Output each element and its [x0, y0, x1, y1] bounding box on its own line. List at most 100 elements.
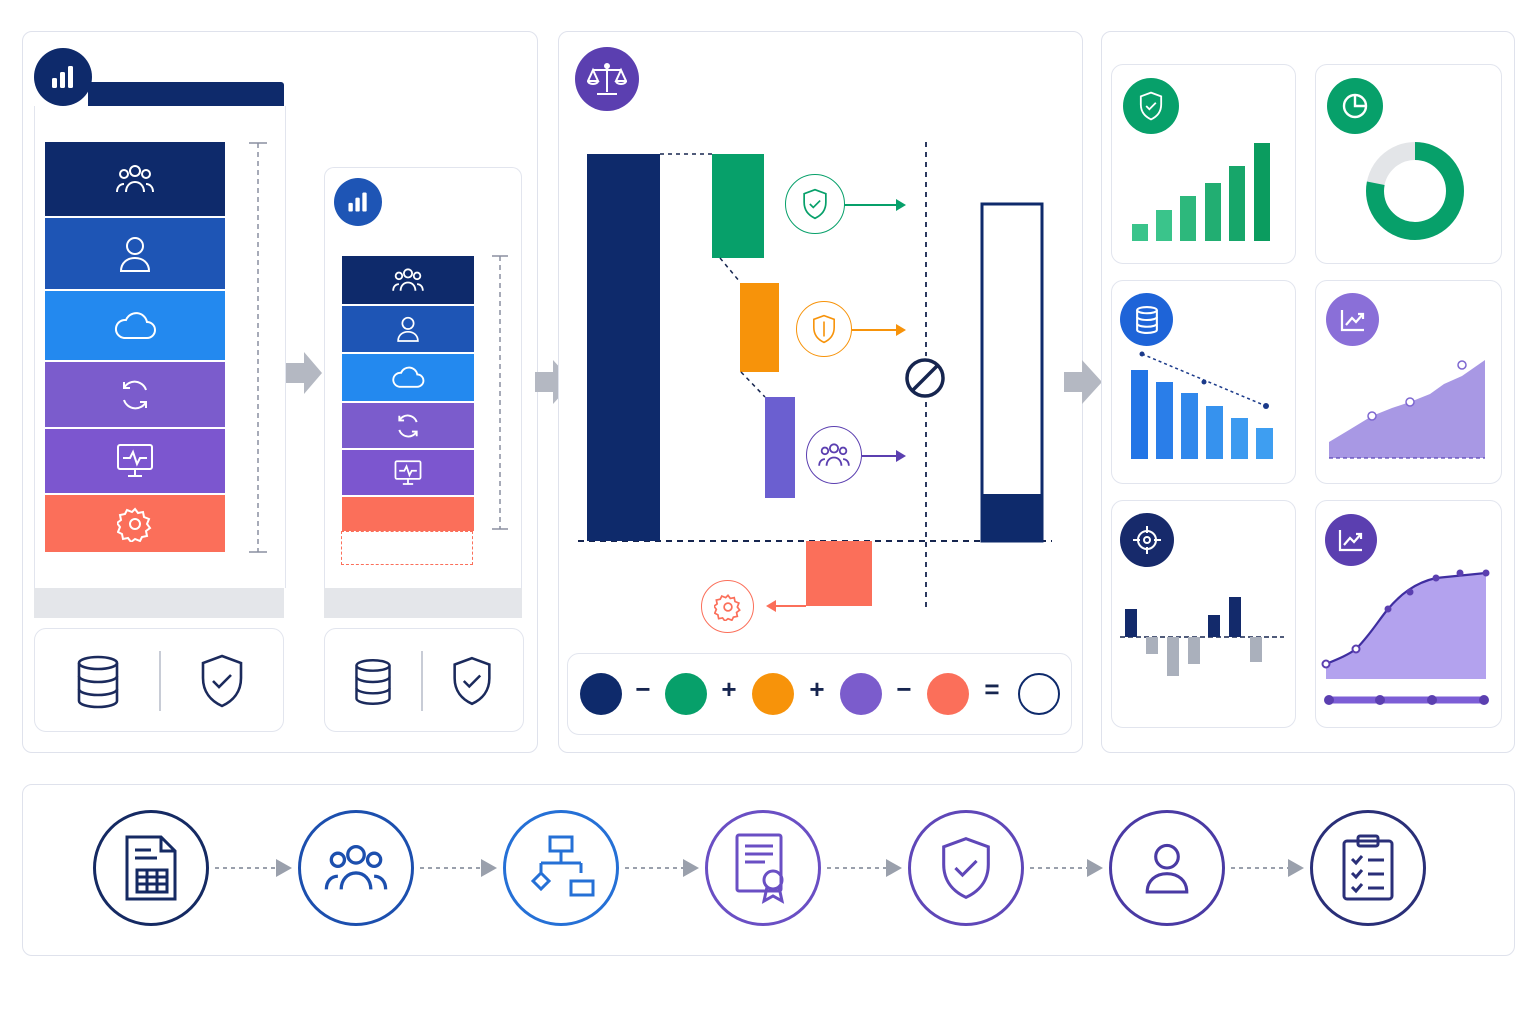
gear-icon — [701, 580, 754, 633]
shield-check-icon — [1123, 78, 1179, 134]
dimension-line — [249, 142, 267, 553]
spreadsheet-icon — [123, 834, 179, 902]
end-bar-fill — [982, 494, 1042, 541]
stack-layer-gear — [45, 495, 225, 552]
bar — [1229, 597, 1241, 637]
small-layer-user — [342, 306, 474, 352]
bar — [1231, 418, 1248, 459]
cloud-icon — [391, 365, 425, 390]
sync-icon — [393, 411, 423, 441]
clipboard-check-icon — [1340, 833, 1396, 903]
start-bar — [587, 154, 660, 541]
increase-bar-orange — [740, 283, 779, 372]
growth-bar-chart — [1132, 143, 1270, 241]
dot-purple — [840, 673, 882, 715]
bar — [1205, 183, 1221, 241]
flow-arrow — [286, 352, 322, 394]
bar-chart-icon — [334, 178, 382, 226]
target-icon — [1120, 513, 1174, 567]
variance-chart — [1120, 597, 1284, 676]
flow-connector-arrow — [1229, 857, 1306, 879]
balance-scale-icon — [575, 47, 639, 111]
dot-green — [665, 673, 707, 715]
monitor-pulse-icon — [115, 442, 155, 480]
bar — [1180, 196, 1196, 241]
process-step-shield-check-icon — [908, 810, 1024, 926]
panel-header-bar — [88, 82, 284, 106]
flow-connector-arrow — [213, 857, 294, 879]
equation-card: − + + − = — [567, 653, 1072, 735]
dimension-line — [492, 255, 508, 530]
divider — [159, 651, 161, 711]
users-icon — [115, 162, 155, 196]
donut-arc — [1366, 142, 1464, 240]
shield-check-icon — [199, 653, 245, 709]
sync-icon — [116, 376, 154, 414]
dot-start — [580, 673, 622, 715]
users-icon — [806, 426, 862, 484]
bar — [1167, 637, 1179, 676]
user-icon — [396, 315, 420, 343]
flow-connector-arrow — [1028, 857, 1105, 879]
operator: − — [896, 674, 912, 704]
bar — [1188, 637, 1200, 664]
trend-icon — [1325, 514, 1377, 566]
stack-layer-cloud — [45, 291, 225, 360]
monitor-pulse-icon — [393, 459, 423, 487]
dot-result — [1018, 673, 1060, 715]
user-icon — [118, 235, 152, 273]
process-step-user-icon — [1109, 810, 1225, 926]
bar — [1250, 637, 1262, 662]
operator: + — [809, 674, 825, 704]
no-entry-icon — [903, 356, 947, 400]
end-bar — [980, 202, 1044, 543]
flow-connector-arrow — [825, 857, 904, 879]
process-step-certificate-icon — [705, 810, 821, 926]
bar — [1131, 370, 1148, 459]
operator: + — [721, 674, 737, 704]
bar — [1256, 428, 1273, 459]
database-icon — [75, 655, 121, 709]
shield-check-icon — [451, 653, 493, 709]
bar — [1254, 143, 1270, 241]
bar — [1146, 637, 1158, 654]
user-icon — [1143, 840, 1191, 896]
decrease-bar-coral — [806, 541, 872, 606]
trend-icon — [1326, 293, 1379, 346]
database-icon — [353, 655, 393, 709]
org-chart-icon — [526, 833, 596, 903]
gear-icon — [117, 506, 153, 542]
stack-layer-users — [45, 142, 225, 216]
operator: = — [984, 674, 1000, 704]
cloud-icon — [113, 310, 157, 342]
divider — [421, 651, 423, 711]
storage-security-card-small — [324, 628, 524, 732]
flow-arrow — [535, 360, 573, 404]
stack-layer-monitor — [45, 429, 225, 493]
users-icon — [321, 840, 391, 896]
area-chart — [1329, 360, 1485, 459]
dot-orange — [752, 673, 794, 715]
waterfall-chart — [578, 142, 1052, 612]
small-layer-monitor — [342, 450, 474, 495]
shield-check-icon — [939, 835, 993, 901]
bar — [1229, 166, 1245, 241]
bar — [1156, 382, 1173, 459]
operator: − — [635, 674, 651, 704]
process-step-users-icon — [298, 810, 414, 926]
declining-bar-chart — [1131, 351, 1273, 459]
small-stack-shadow — [324, 588, 522, 618]
small-layer-cloud — [342, 354, 474, 401]
shield-icon — [796, 301, 852, 357]
bar — [1208, 615, 1220, 637]
donut-chart — [1366, 142, 1464, 240]
bar — [1181, 393, 1198, 459]
removed-layer-placeholder — [341, 531, 473, 565]
process-step-clipboard-check-icon — [1310, 810, 1426, 926]
bar — [1125, 609, 1137, 637]
database-icon — [1120, 293, 1173, 346]
bar — [1156, 210, 1172, 241]
small-layer-sync — [342, 403, 474, 448]
s-curve-chart — [1321, 569, 1490, 705]
process-step-spreadsheet-icon — [93, 810, 209, 926]
